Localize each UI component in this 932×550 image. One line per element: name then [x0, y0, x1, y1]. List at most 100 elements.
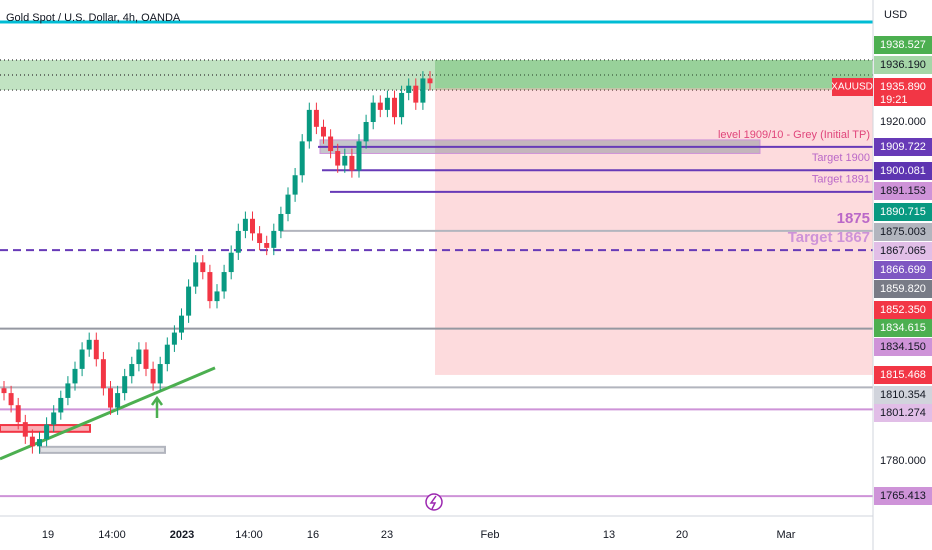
candle-body	[93, 339, 99, 360]
candle-body	[51, 412, 57, 425]
candle-body	[413, 85, 419, 103]
price-label-text: 1852.350	[880, 304, 926, 316]
price-label-text: 1810.354	[880, 389, 926, 401]
candle-body	[143, 349, 149, 369]
candle-body	[22, 422, 28, 437]
price-label-text: 1938.527	[880, 39, 926, 51]
price-label-text: 1834.615	[880, 322, 926, 334]
candle-body	[207, 272, 213, 302]
candle-body	[299, 141, 305, 176]
candle-body	[150, 368, 156, 384]
x-tick-label: 20	[676, 529, 688, 541]
candle-body	[392, 97, 397, 118]
candle-body	[15, 405, 21, 423]
price-label	[874, 162, 932, 180]
candle-body	[108, 388, 113, 408]
candle-body	[328, 136, 334, 152]
candle-body	[427, 78, 433, 84]
candle-body	[44, 424, 50, 440]
price-label	[874, 404, 932, 422]
candle-body	[363, 121, 369, 142]
position-risk	[435, 60, 873, 89]
candle-body	[115, 393, 121, 408]
candle-body	[370, 102, 376, 122]
box	[39, 445, 166, 454]
level-text: level 1909/10 - Grey (Initial TP)	[718, 129, 870, 141]
candle-body	[179, 315, 184, 333]
symbol-label	[832, 78, 873, 96]
price-label	[874, 36, 932, 54]
candle-body	[342, 155, 348, 166]
arrow	[150, 395, 164, 418]
price-label	[874, 487, 932, 505]
price-label-text: 1909.722	[880, 141, 926, 153]
candle-body	[164, 344, 170, 365]
candle-body	[242, 218, 248, 231]
candle-body	[349, 155, 355, 171]
candle-body	[65, 383, 71, 398]
candle-body	[72, 368, 78, 384]
candle-body	[129, 364, 135, 377]
candle-body	[420, 78, 426, 103]
price-label-text: 1765.413	[880, 490, 926, 502]
trendline	[0, 366, 216, 461]
candle-body	[356, 141, 362, 171]
price-label-text: 1900.081	[880, 165, 926, 177]
candle-body	[186, 286, 192, 316]
level-text: 1875	[837, 210, 870, 227]
candle-body	[285, 194, 291, 214]
y-tick-label: 1780.000	[880, 455, 926, 467]
candle-body	[8, 393, 14, 406]
price-label	[874, 301, 932, 319]
price-label	[874, 56, 932, 74]
price-label	[874, 386, 932, 404]
price-label	[874, 338, 932, 356]
candle-body	[399, 92, 405, 118]
candle-body	[377, 102, 383, 110]
event-bolt	[429, 495, 437, 510]
price-label-text: 1867.065	[880, 245, 926, 257]
candle-body	[79, 349, 85, 369]
level-text: Target 1891	[812, 174, 870, 186]
candle-body	[278, 213, 284, 231]
price-label	[874, 242, 932, 260]
candle-body	[228, 252, 234, 273]
candle-body	[335, 151, 341, 166]
price-label-text: 1890.715	[880, 206, 926, 218]
price-label-text: 1891.153	[880, 185, 926, 197]
price-label	[874, 78, 932, 106]
price-label-text: 1859.820	[880, 283, 926, 295]
event-icon	[425, 493, 443, 511]
chart-title: Gold Spot / U.S. Dollar, 4h, OANDA	[6, 12, 181, 24]
price-label-text: 1834.150	[880, 341, 926, 353]
candle-body	[406, 85, 412, 93]
y-tick-label: 1920.000	[880, 116, 926, 128]
candle-body	[384, 97, 390, 110]
x-tick-label: 19	[42, 529, 54, 541]
countdown: 19:21	[880, 94, 908, 106]
x-tick-label: 16	[307, 529, 319, 541]
price-label	[874, 203, 932, 221]
price-label	[874, 261, 932, 279]
candle-body	[1, 388, 7, 394]
x-tick-label: 14:00	[235, 529, 263, 541]
candle-body	[271, 230, 277, 248]
candle-body	[214, 291, 220, 302]
candle-body	[264, 243, 270, 248]
candle-body	[257, 233, 263, 244]
candle-body	[171, 332, 177, 345]
price-label	[874, 182, 932, 200]
currency: USD	[884, 9, 907, 21]
candle-body	[193, 262, 199, 287]
symbol: XAUUSD	[831, 82, 873, 93]
price-label-text: 1801.274	[880, 407, 926, 419]
x-tick-label: 2023	[170, 529, 194, 541]
overlay: 1920.000 1780.000 1938.527 1936.190 1935.890…	[42, 36, 932, 541]
price-label	[874, 138, 932, 156]
price-label	[874, 223, 932, 241]
candle-body	[306, 109, 312, 142]
level-text: Target 1900	[812, 152, 870, 164]
candle-body	[37, 439, 42, 447]
